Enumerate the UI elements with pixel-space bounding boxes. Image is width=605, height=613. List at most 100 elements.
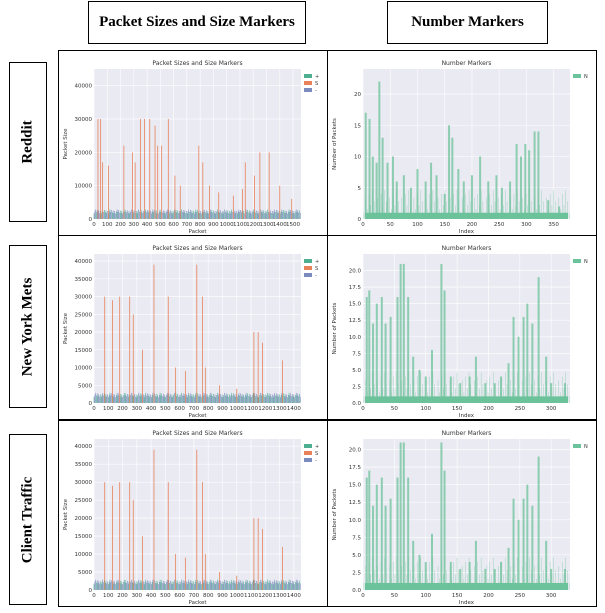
chart-title: Packet Sizes and Size Markers [152,245,242,252]
number-bar [493,568,496,590]
number-bar [375,303,378,403]
panel-nym-sizes: 0 5000 10000 15000 20000 25000 30000 35000 40000… [58,235,328,420]
x-tick-label: 800 [195,222,206,228]
x-tick-label: 1000 [220,222,234,228]
y-tick-label: 15000 [75,534,93,540]
legend-swatch [573,74,581,78]
row-label-nym: New York Mets [9,245,47,408]
number-bar [479,156,482,219]
x-tick-label: 0 [92,222,96,228]
x-tick-label: 1400 [287,406,301,412]
y-tick-label: 0 [89,401,93,407]
number-bar [545,540,548,590]
number-bar [545,356,548,403]
x-tick-label: 50 [387,222,394,228]
number-bar [399,442,402,590]
number-bar [380,297,383,403]
x-tick-label: 1500 [286,222,300,228]
x-axis-label: Index [459,600,475,606]
y-tick-label: 15.0 [349,302,362,308]
number-bar [384,505,387,590]
number-bar [517,336,520,403]
number-bar [396,477,399,590]
number-bar [443,290,446,403]
y-tick-label: 15 [354,123,361,129]
number-bar [384,323,387,403]
number-bar [430,162,433,219]
x-tick-label: 700 [189,593,200,599]
x-tick-label: 250 [515,406,526,412]
y-tick-label: 0 [358,217,362,223]
number-bar [528,150,531,219]
row-label-reddit: Reddit [9,62,47,222]
number-bar [449,561,452,590]
number-bar [431,350,433,403]
y-tick-label: 12.5 [349,500,362,506]
legend-label: N [584,74,588,80]
chart-nym-sizes: 0500010000150002000025000300003500040000… [63,245,319,419]
number-bar [474,356,477,403]
x-tick-label: 1200 [246,222,260,228]
x-tick-label: 600 [174,406,185,412]
y-tick-label: 5000 [78,383,92,389]
x-tick-label: 700 [189,406,200,412]
number-bar [368,119,371,219]
x-tick-label: 0 [361,406,365,412]
number-bar [522,316,525,403]
x-tick-label: 100 [103,406,114,412]
number-bar [526,484,529,590]
number-bar [531,323,534,403]
number-bar [558,206,561,219]
y-tick-label: 2.5 [352,384,361,390]
legend-label: N [584,444,588,450]
number-bar [396,297,399,403]
legend-label: S [315,451,318,457]
row-label-nym-text: New York Mets [19,277,36,376]
y-tick-label: 20.0 [349,448,362,454]
x-tick-label: 1300 [273,593,287,599]
chart-client-number: 0.0 2.5 5.0 7.5 10.0 12.5 15.0 17.5 20.0 0 50 100 15… [332,430,588,606]
number-bar [380,477,383,590]
number-bar [457,169,460,219]
number-bar [487,181,490,219]
number-bar [443,194,446,219]
x-tick-label: 100 [420,593,431,599]
x-tick-label: 100 [102,222,113,228]
number-bar [368,290,371,403]
x-axis-label: Packet [189,229,208,235]
x-tick-label: 1100 [233,222,247,228]
number-bar [368,470,371,590]
y-tick-label: 35000 [75,462,93,468]
legend-swatch [304,444,312,448]
number-bar [372,505,375,590]
y-tick-label: 40000 [75,84,93,90]
legend-swatch [304,266,312,270]
number-bar [522,498,525,590]
number-bar [365,297,368,403]
number-bar [531,505,534,590]
number-bar [524,144,527,219]
chart-title: Number Markers [442,60,492,67]
number-bar [389,498,392,590]
y-axis-label: Packet Size [63,312,69,344]
x-tick-label: 1400 [273,222,287,228]
x-tick-label: 300 [546,593,557,599]
chart-reddit-sizes: 0 10000 20000 30000 40000 0 100 200 300 400 500 600… [63,60,319,235]
row-label-client-text: Client Traffic [19,476,36,563]
x-tick-label: 600 [168,222,179,228]
number-baseline [365,396,568,403]
y-axis-label: Number of Packets [332,118,338,170]
number-bar [550,568,553,590]
y-tick-label: 30000 [75,117,93,123]
x-tick-label: 200 [115,222,126,228]
y-tick-label: 20000 [75,516,93,522]
number-bar [462,181,465,219]
y-tick-label: 0.0 [352,588,361,594]
number-bar [459,383,462,403]
number-bar [507,363,510,403]
x-tick-label: 400 [146,593,157,599]
x-tick-label: 500 [155,222,166,228]
column-header-number: Number Markers [387,1,548,44]
number-bar [537,456,540,590]
x-tick-label: 300 [132,406,143,412]
